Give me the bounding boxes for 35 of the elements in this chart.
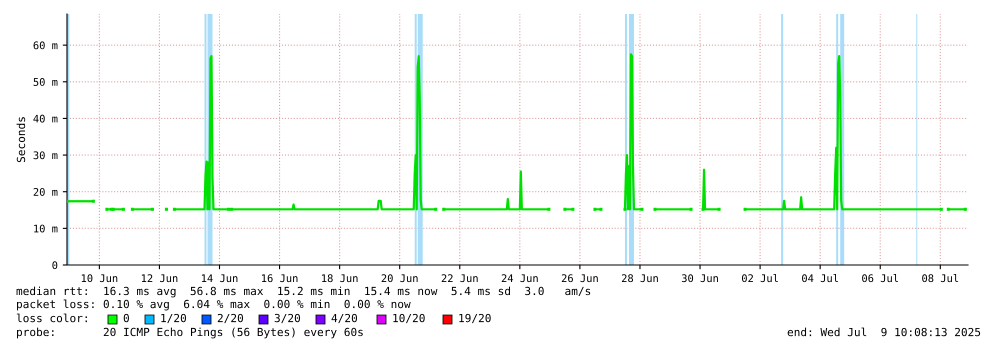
x-tick-label: 14 Jun [202,274,238,282]
x-tick-label: 30 Jun [682,274,718,282]
x-tick-label: 22 Jun [442,274,478,282]
x-tick-label: 16 Jun [262,274,298,282]
x-tick-label: 04 Jul [802,274,838,282]
text: 1/20 [161,314,186,324]
y-tick-label: 30 m [34,151,58,160]
y-axis-title: Seconds [16,117,26,162]
text: 3/20 [274,314,300,324]
text: 10/20 [393,314,425,324]
y-tick-label: 50 m [34,78,58,86]
text: loss color: [16,314,87,322]
x-tick-label: 28 Jun [622,274,658,282]
text: packet loss: 0.10 % avg 6.04 % max 0.00 % min 0.00 % now [17,300,411,310]
y-tick-label: 40 m [33,114,58,123]
text: 19/20 [459,314,491,324]
text: 2/20 [218,314,244,324]
x-tick-label: 26 Jun [562,274,598,282]
y-tick-label: 60 m [34,41,58,50]
text: 4/20 [332,314,358,324]
x-tick-label: 08 Jul [922,274,958,282]
x-tick-label: 20 Jun [382,274,418,282]
text: probe: 20 ICMP Echo Pings (56 Bytes) every 60s [17,328,363,338]
text: 0 [124,314,129,322]
text: end: Wed Jul 9 10:08:13 2025 [788,328,980,336]
x-tick-label: 02 Jul [742,274,778,282]
x-tick-label: 24 Jun [502,274,538,282]
y-tick-label: 10 m [34,224,58,232]
x-tick-label: 12 Jun [142,274,178,282]
y-tick-label: 20 m [34,188,58,196]
x-tick-label: 10 Jun [82,274,118,282]
text: median rtt: 16.3 ms avg 56.8 ms max 15.2 ms min 15.4 ms now 5.4 ms sd 3.0 am/s [16,286,590,298]
x-tick-label: 06 Jul [862,274,898,282]
y-tick-label: 0 [52,261,58,270]
x-tick-label: 18 Jun [322,274,358,282]
